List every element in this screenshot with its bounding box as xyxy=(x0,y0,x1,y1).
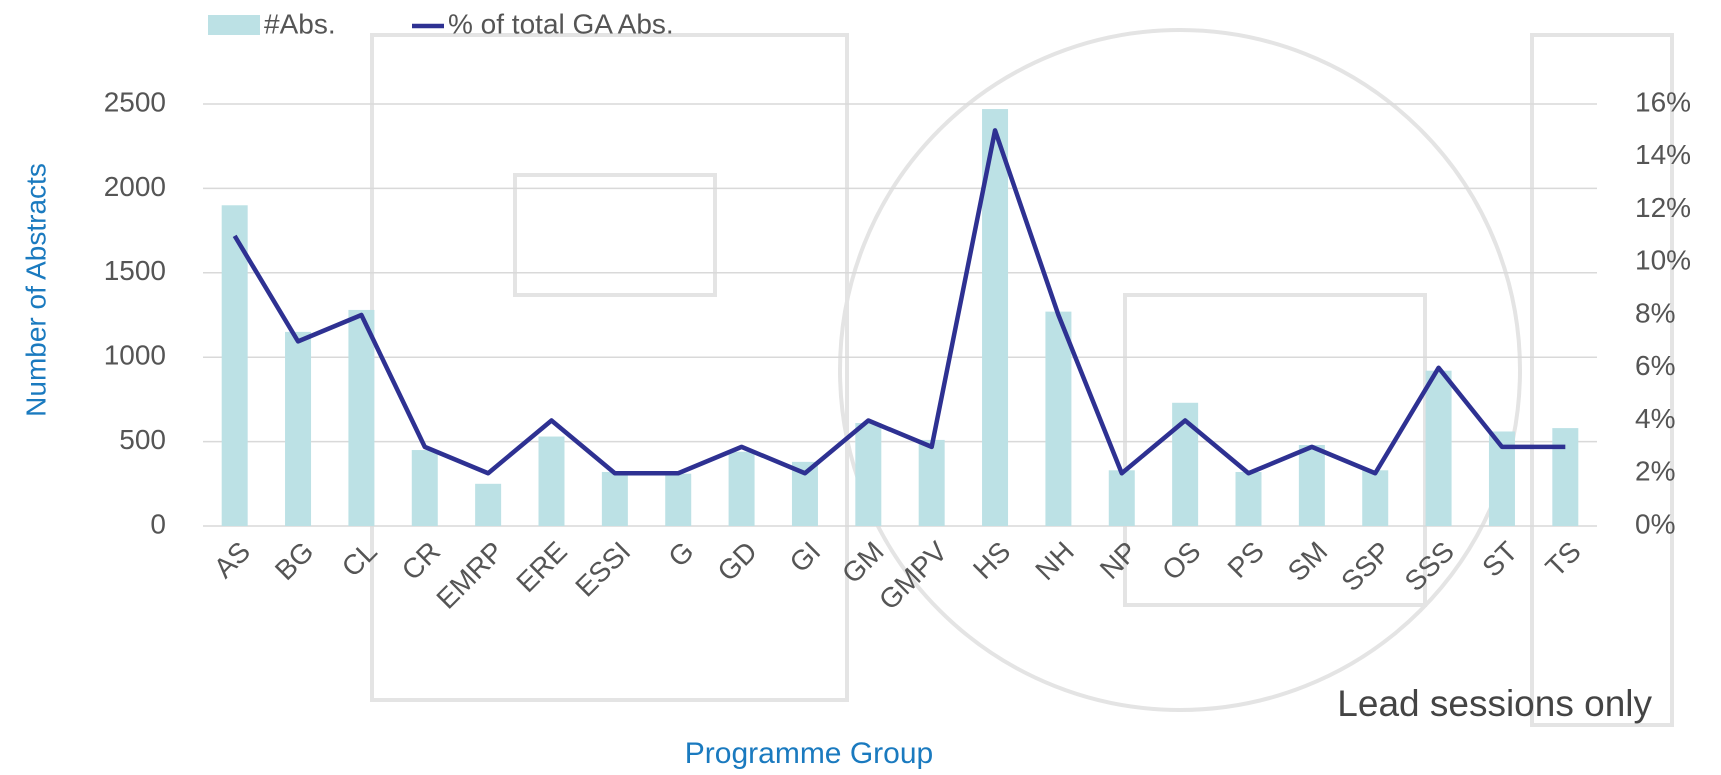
x-tick-label: HS xyxy=(967,536,1016,585)
annotation: Lead sessions only xyxy=(1337,683,1652,724)
bar xyxy=(1552,428,1579,526)
bar xyxy=(348,309,375,526)
x-tick-label: PS xyxy=(1222,536,1270,584)
watermark xyxy=(370,28,1674,727)
watermark-shape xyxy=(1123,293,1427,607)
x-tick-label: ESSI xyxy=(569,536,636,603)
y2-tick-label: 14% xyxy=(1635,139,1691,170)
watermark-shape xyxy=(838,28,1522,712)
y2-tick-label: 4% xyxy=(1635,403,1675,434)
x-tick-label: SM xyxy=(1282,536,1334,588)
y-tick-label: 2000 xyxy=(104,171,166,202)
bar xyxy=(221,205,248,526)
x-tick-label: BG xyxy=(269,536,320,587)
y2-tick-label: 2% xyxy=(1635,456,1675,487)
y2-tick-label: 8% xyxy=(1635,297,1675,328)
x-tick-label: SSS xyxy=(1399,536,1461,598)
bar xyxy=(918,439,945,526)
x-tick-label: CL xyxy=(336,536,383,583)
x-tick-label: AS xyxy=(208,536,256,584)
x-tick-label: ST xyxy=(1476,536,1523,583)
bar xyxy=(1362,470,1389,526)
x-tick-label: GD xyxy=(711,536,763,588)
x-tick-label: SSP xyxy=(1335,536,1397,598)
watermark-shape xyxy=(513,173,717,297)
bar xyxy=(855,423,882,526)
x-tick-label: GI xyxy=(784,536,827,579)
bar xyxy=(411,450,438,526)
legend-swatch xyxy=(208,15,260,35)
y-tick-label: 2500 xyxy=(104,86,166,117)
y-tick-label: 1000 xyxy=(104,340,166,371)
y-axis-label: Number of Abstracts xyxy=(20,163,51,417)
line xyxy=(232,128,1566,476)
x-tick-label: G xyxy=(662,536,699,573)
bar xyxy=(1108,470,1135,526)
x-tick-label: EMRP xyxy=(430,536,509,615)
bar xyxy=(1235,471,1262,526)
bar xyxy=(1425,370,1452,526)
bar xyxy=(728,451,755,526)
y2-tick-label: 12% xyxy=(1635,192,1691,223)
bar xyxy=(601,471,628,526)
legend-label: % of total GA Abs. xyxy=(448,8,674,39)
x-tick-label: NH xyxy=(1029,536,1080,587)
x-tick-label: GMPV xyxy=(873,535,953,615)
y2-tick-label: 0% xyxy=(1635,508,1675,539)
x-axis-label: Programme Group xyxy=(685,737,933,770)
x-tick-label: ERE xyxy=(510,536,573,599)
bar xyxy=(665,473,692,526)
x-tick-label: TS xyxy=(1540,536,1587,583)
bar xyxy=(1298,444,1325,526)
bar xyxy=(1045,311,1072,526)
bar xyxy=(475,483,502,526)
y-tick-label: 500 xyxy=(119,424,166,455)
x-tick-label: CR xyxy=(396,536,447,587)
x-tick-label: GM xyxy=(836,536,890,590)
bar xyxy=(538,436,565,526)
y-tick-label: 1500 xyxy=(104,255,166,286)
y-tick-label: 0 xyxy=(150,508,166,539)
bar xyxy=(285,331,312,526)
legend-label: #Abs. xyxy=(264,8,336,39)
x-tick-label: NP xyxy=(1094,536,1143,585)
y2-tick-label: 16% xyxy=(1635,86,1691,117)
y2-tick-label: 6% xyxy=(1635,350,1675,381)
watermark-shape xyxy=(1530,33,1674,727)
x-tick-label: OS xyxy=(1156,536,1207,587)
y2-tick-label: 10% xyxy=(1635,245,1691,276)
